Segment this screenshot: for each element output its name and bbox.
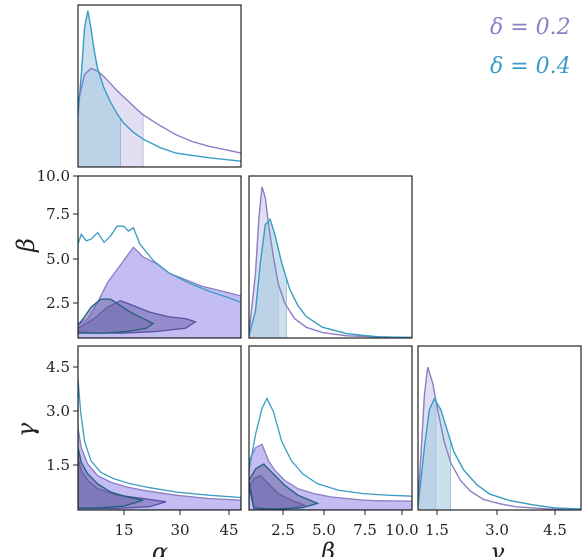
y-ticks-beta: 10.0 7.5 5.0 2.5 <box>37 167 70 312</box>
x-axis-label-alpha: α <box>152 538 168 557</box>
legend-entry-delta-0.2: δ = 0.2 <box>490 15 571 40</box>
tick-marks <box>73 175 556 515</box>
y-tick-label: 3.0 <box>46 402 70 420</box>
x-axis-label-gamma: γ <box>490 538 505 557</box>
x-tick-label: 15 <box>114 521 133 539</box>
y-tick-label: 2.5 <box>46 294 70 312</box>
axes-frame <box>248 175 413 339</box>
axes-frame <box>77 345 242 511</box>
y-axis-label-gamma: γ <box>12 422 40 437</box>
legend-entry-delta-0.4: δ = 0.4 <box>490 54 571 79</box>
delta-0.4-density-line <box>78 10 241 162</box>
x-axis-label-beta: β <box>320 538 335 557</box>
y-tick-label: 5.0 <box>46 250 70 268</box>
delta-0.4-outer-contour <box>249 397 412 510</box>
panel-gamma-marginal <box>417 345 582 511</box>
axes-frame <box>77 175 242 339</box>
axes-frame <box>248 345 413 511</box>
delta-0.4-inner-contour <box>249 463 320 510</box>
panel-beta-marginal <box>248 175 413 339</box>
delta-0.2-outer-contour <box>78 427 241 510</box>
delta-0.2-density-line <box>418 366 581 510</box>
delta-0.4-density-line <box>249 217 412 338</box>
x-tick-label: 7.5 <box>353 521 377 539</box>
x-tick-label: 30 <box>170 521 189 539</box>
y-tick-label: 1.5 <box>46 456 70 474</box>
x-tick-label: 3.0 <box>485 521 509 539</box>
delta-0.4-inner-contour <box>78 447 144 509</box>
axes-frame <box>77 4 242 168</box>
x-tick-label: 1.5 <box>425 521 449 539</box>
y-tick-label: 10.0 <box>37 167 70 185</box>
panel-gamma-vs-alpha <box>77 345 242 511</box>
y-tick-label: 4.5 <box>46 358 70 376</box>
x-ticks-beta: 2.5 5.0 7.5 10.0 <box>271 521 419 539</box>
y-ticks-gamma: 4.5 3.0 1.5 <box>46 358 70 474</box>
x-tick-label: 45 <box>219 521 238 539</box>
x-ticks-alpha: 15 30 45 <box>114 521 238 539</box>
delta-0.2-density-line <box>78 67 241 154</box>
axes-frame <box>417 345 582 511</box>
x-tick-label: 4.5 <box>543 521 567 539</box>
legend: δ = 0.2 δ = 0.4 <box>490 15 571 79</box>
delta-0.4-outer-contour <box>78 378 241 510</box>
delta-0.2-density-line <box>249 186 412 338</box>
delta-0.4-outer-contour <box>78 225 241 338</box>
x-tick-label: 2.5 <box>271 521 295 539</box>
panel-gamma-vs-beta <box>248 345 413 511</box>
y-tick-label: 7.5 <box>46 205 70 223</box>
y-axis-label-beta: β <box>12 238 40 253</box>
x-tick-label: 5.0 <box>312 521 336 539</box>
panel-alpha-marginal <box>77 4 242 168</box>
x-ticks-gamma: 1.5 3.0 4.5 <box>425 521 567 539</box>
panel-beta-vs-alpha <box>77 175 242 339</box>
delta-0.4-density-line <box>418 397 581 510</box>
x-tick-label: 10.0 <box>385 521 418 539</box>
delta-0.4-inner-contour <box>78 298 155 334</box>
